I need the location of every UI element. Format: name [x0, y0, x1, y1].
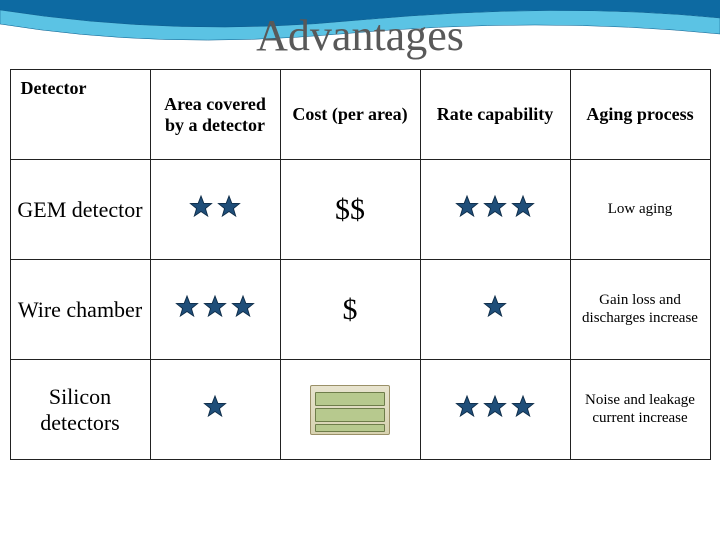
cell-area [150, 160, 280, 260]
row-name: Wire chamber [10, 260, 150, 360]
table-row: Silicon detectors Noise and leakage curr… [10, 360, 710, 460]
cell-area [150, 260, 280, 360]
table-row: GEM detector $$ Low aging [10, 160, 710, 260]
cell-cost: $$ [280, 160, 420, 260]
star-icon [174, 294, 256, 320]
cell-rate [420, 260, 570, 360]
star-icon [482, 294, 508, 320]
cell-cost: $ [280, 260, 420, 360]
cell-cost [280, 360, 420, 460]
table-header-row: Detector Area covered by a detector Cost… [10, 70, 710, 160]
row-name: GEM detector [10, 160, 150, 260]
cell-aging: Gain loss and discharges increase [570, 260, 710, 360]
star-icon [454, 394, 536, 420]
col-rate: Rate capability [420, 70, 570, 160]
cell-aging: Low aging [570, 160, 710, 260]
star-icon [454, 194, 536, 220]
cell-aging: Noise and leakage current increase [570, 360, 710, 460]
row-name: Silicon detectors [10, 360, 150, 460]
cell-area [150, 360, 280, 460]
col-cost: Cost (per area) [280, 70, 420, 160]
table-body: GEM detector $$ Low agingWire chamber $ … [10, 160, 710, 460]
cell-rate [420, 160, 570, 260]
star-icon [202, 394, 228, 420]
col-aging: Aging process [570, 70, 710, 160]
star-icon [188, 194, 242, 220]
col-area: Area covered by a detector [150, 70, 280, 160]
cell-rate [420, 360, 570, 460]
col-detector: Detector [10, 70, 150, 160]
page-title: Advantages [0, 10, 720, 61]
money-icon [310, 385, 390, 435]
advantages-table: Detector Area covered by a detector Cost… [10, 69, 711, 460]
table-row: Wire chamber $ Gain loss and discharges … [10, 260, 710, 360]
